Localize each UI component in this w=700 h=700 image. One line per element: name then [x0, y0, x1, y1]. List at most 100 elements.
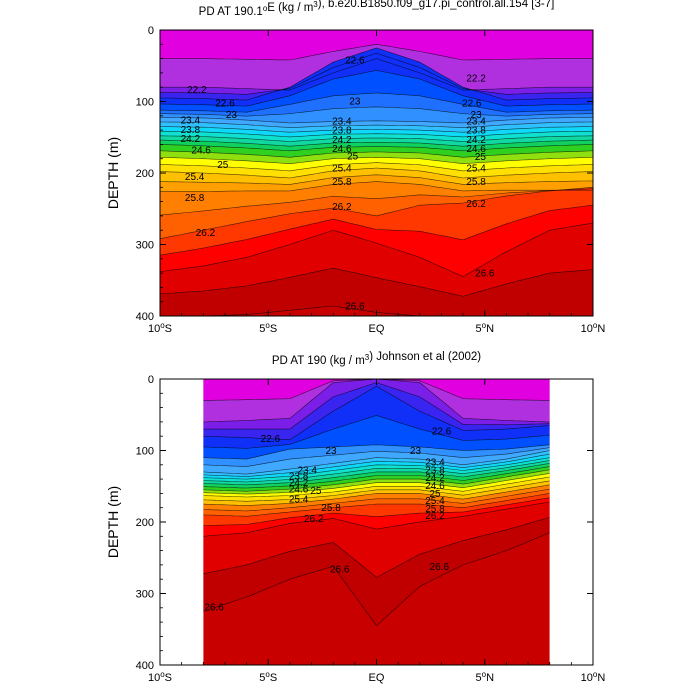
density-band — [203, 497, 550, 537]
density-band — [203, 382, 550, 441]
isopycnal-line — [160, 204, 593, 256]
contour-label: 23.4 — [181, 116, 201, 127]
density-band — [203, 454, 550, 480]
contour-label: 23 — [471, 110, 483, 121]
isopycnal-line — [160, 188, 593, 216]
density-band — [203, 447, 550, 475]
isopycnal-line — [203, 450, 550, 475]
isopycnal-line — [203, 484, 550, 506]
density-band — [160, 135, 593, 147]
isopycnal-line — [203, 379, 550, 423]
density-band — [160, 131, 593, 142]
isopycnal-line — [203, 447, 550, 467]
isopycnal-line — [203, 532, 550, 627]
contour-label: 23.8 — [181, 125, 201, 136]
contour-label: 23 — [325, 446, 337, 457]
density-band — [160, 47, 593, 107]
contour-label: 24.2 — [425, 473, 445, 484]
density-band — [203, 450, 550, 477]
contour-label: 22.6 — [261, 434, 281, 445]
density-band — [160, 48, 593, 101]
contour-label: 25.4 — [332, 163, 352, 174]
contour-label: 22.2 — [187, 85, 207, 96]
isopycnal-line — [203, 463, 550, 486]
density-band — [203, 502, 550, 578]
contour-label: 24.6 — [289, 485, 309, 496]
density-band — [203, 379, 550, 423]
isopycnal-line — [203, 476, 550, 498]
contour-label: 22.6 — [215, 98, 235, 109]
y-axis-label: DEPTH (m) — [105, 137, 121, 209]
contour-label: 26.6 — [345, 301, 365, 312]
contour-label: 24.2 — [332, 135, 352, 146]
isopycnal-line — [160, 187, 593, 240]
density-band — [160, 223, 593, 297]
x-tick-label: 5oN — [475, 670, 494, 684]
density-band — [160, 121, 593, 133]
isopycnal-line — [160, 43, 593, 61]
isopycnal-line — [203, 517, 550, 578]
density-band — [160, 44, 593, 91]
contour-label: 22.6 — [462, 98, 482, 109]
isopycnal-line — [160, 47, 593, 101]
density-band — [160, 140, 593, 152]
contour-label: 25 — [429, 489, 441, 500]
isopycnal-line — [160, 156, 593, 165]
isopycnal-line — [203, 469, 550, 492]
chart-title: PD AT 190.1oE (kg / m3), b.e20.B1850.f09… — [199, 0, 555, 18]
y-tick-label: 400 — [136, 311, 154, 323]
density-band — [160, 30, 593, 61]
isopycnal-line — [160, 174, 593, 185]
contour-label: 25.8 — [332, 177, 352, 188]
contour-label: 23.8 — [289, 472, 309, 483]
x-tick-label: EQ — [369, 672, 385, 684]
density-band — [203, 386, 550, 449]
density-field — [203, 379, 550, 665]
contour-label: 26.6 — [430, 562, 450, 573]
contour-label: 25 — [347, 151, 359, 162]
contour-label: 23.4 — [332, 116, 352, 127]
contour-label: 24.6 — [191, 146, 211, 157]
isopycnal-line — [160, 144, 593, 152]
density-band — [203, 379, 550, 401]
isopycnal-line — [160, 92, 593, 113]
density-band — [160, 144, 593, 158]
y-tick-label: 400 — [136, 660, 154, 672]
contour-label: 23.8 — [332, 126, 352, 137]
y-tick-label: 100 — [136, 446, 154, 458]
density-band — [160, 106, 593, 124]
density-band — [160, 53, 593, 95]
x-tick-label: 10oN — [581, 670, 606, 684]
isopycnal-line — [160, 52, 593, 95]
contour-label: 22.6 — [345, 56, 365, 67]
isopycnal-line — [203, 444, 550, 460]
isopycnal-line — [160, 181, 593, 192]
isopycnal-line — [160, 167, 593, 179]
isopycnal-line — [160, 58, 593, 91]
contour-label: 25 — [310, 486, 322, 497]
density-band — [160, 268, 593, 316]
density-band — [203, 460, 550, 486]
contour-label: 23.4 — [425, 457, 445, 468]
isopycnal-line — [203, 480, 550, 502]
contour-label: 23.8 — [466, 126, 486, 137]
isopycnal-line — [203, 466, 550, 489]
contour-label: 25.4 — [466, 163, 486, 174]
isopycnal-line — [160, 139, 593, 147]
x-tick-label: 5oS — [259, 670, 277, 684]
contour-label: 25.8 — [185, 193, 205, 204]
contour-label: 25.8 — [321, 503, 341, 514]
density-field — [160, 30, 593, 316]
contour-label: 22.2 — [466, 73, 486, 84]
contour-label: 26.6 — [475, 269, 495, 280]
contour-label: 24.6 — [425, 481, 445, 492]
contour-label: 23 — [410, 446, 422, 457]
density-band — [160, 162, 593, 179]
contour-label: 24.6 — [332, 144, 352, 155]
density-band — [160, 117, 593, 128]
contour-label: 26.2 — [425, 511, 445, 522]
isopycnal-line — [160, 222, 593, 278]
density-band — [160, 157, 593, 172]
y-tick-label: 300 — [136, 240, 154, 252]
